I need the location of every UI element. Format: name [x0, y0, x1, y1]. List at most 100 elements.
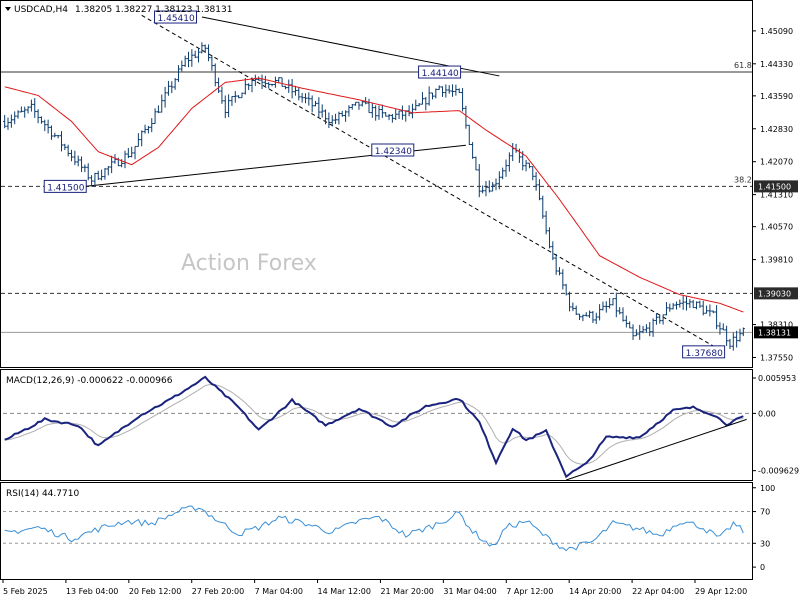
price-bar — [457, 88, 461, 94]
price-bar — [233, 91, 237, 103]
price-bar — [714, 305, 719, 330]
rsi-y-tick-label: 30 — [760, 539, 770, 548]
price-bar — [725, 325, 729, 346]
y-tick-label: 1.45090 — [760, 27, 793, 36]
price-bar — [427, 86, 431, 106]
price-bar — [96, 170, 100, 180]
price-label: 1.37680 — [686, 349, 723, 359]
price-bar — [317, 97, 321, 117]
price-label: 1.42340 — [375, 147, 412, 157]
price-bar — [89, 175, 94, 187]
price-bar — [661, 314, 665, 325]
price-bar — [534, 171, 538, 191]
macd-plot — [3, 375, 752, 481]
price-bar — [333, 113, 338, 125]
price-bar — [110, 155, 114, 174]
price-bar — [460, 88, 465, 112]
price-bar — [360, 100, 364, 107]
price-bar — [644, 324, 649, 333]
price-bar — [674, 301, 679, 310]
price-bar — [79, 156, 84, 173]
price-bar — [76, 155, 80, 167]
price-bar — [564, 283, 568, 296]
price-bar — [123, 150, 127, 169]
price-bar — [678, 299, 682, 308]
price-bar — [547, 227, 552, 249]
x-tick-label: 20 Feb 12:00 — [129, 587, 181, 596]
price-bar — [283, 85, 288, 90]
x-tick-label: 7 Mar 04:00 — [255, 587, 303, 596]
price-bar — [237, 95, 241, 99]
price-bar — [16, 110, 20, 119]
price-bar — [397, 110, 401, 120]
price-bar — [19, 106, 23, 113]
y-tick-label: 1.44330 — [760, 60, 793, 69]
price-bar — [648, 322, 652, 337]
moving-average-line — [4, 77, 744, 313]
y-tick-label: 1.39810 — [760, 256, 793, 265]
price-bar — [29, 99, 34, 112]
price-bar — [99, 169, 104, 181]
dropdown-triangle-icon[interactable] — [5, 7, 11, 11]
price-bar — [93, 172, 97, 187]
price-bar — [608, 298, 612, 309]
price-bar — [444, 84, 448, 98]
x-tick-label: 14 Mar 12:00 — [318, 587, 371, 596]
price-bar — [584, 312, 588, 317]
rsi-line — [4, 505, 744, 552]
price-label: 1.41500 — [47, 183, 84, 193]
price-bar — [708, 304, 712, 317]
x-tick-label: 29 Apr 12:00 — [695, 587, 747, 596]
price-bar — [380, 104, 384, 118]
price-bar — [387, 113, 391, 121]
price-bar — [196, 48, 201, 63]
price-bar — [390, 113, 394, 123]
price-bar — [587, 310, 592, 318]
price-bar — [133, 145, 137, 160]
price-label: 1.44140 — [422, 69, 459, 79]
price-bar — [200, 42, 204, 54]
price-bar — [494, 178, 498, 191]
price-bar — [594, 312, 598, 324]
price-bar — [574, 305, 578, 316]
price-bar — [103, 167, 107, 180]
price-bar — [364, 97, 368, 105]
y-tick-label: 1.37550 — [760, 353, 793, 362]
price-bar — [140, 130, 144, 147]
price-bar — [163, 86, 167, 108]
axis-price-tag: 1.41500 — [758, 182, 791, 191]
price-bar — [213, 63, 217, 87]
price-bar — [370, 103, 374, 118]
axis-price-tag-bg — [754, 180, 798, 193]
price-bar — [651, 318, 655, 337]
price-bar — [9, 114, 13, 128]
axes: 1.45090 1.44330 1.43590 1.42830 1.42070 1.413… — [2, 27, 799, 596]
price-label-box — [154, 10, 198, 24]
price-bar — [701, 300, 705, 316]
price-bar — [384, 112, 388, 117]
price-bar — [230, 95, 234, 106]
y-tick-label: 1.38310 — [760, 321, 793, 330]
price-bar — [343, 110, 348, 122]
axis-price-tag-bg — [754, 326, 798, 339]
fib-level-label: 38.2 — [734, 175, 752, 184]
price-bar — [354, 101, 358, 106]
price-bar — [541, 195, 545, 219]
price-bar — [313, 100, 318, 107]
price-bar — [598, 304, 602, 321]
rsi-plot — [3, 505, 752, 552]
price-bar — [267, 82, 271, 89]
price-bar — [253, 74, 257, 86]
price-bar — [260, 74, 264, 90]
price-bar — [156, 105, 161, 114]
x-tick-label: 7 Apr 12:00 — [506, 587, 553, 596]
price-bar — [557, 267, 562, 276]
price-bar — [310, 95, 314, 113]
price-bar — [671, 303, 675, 310]
price-bar — [618, 307, 622, 315]
price-bar — [374, 105, 378, 121]
price-bar — [39, 116, 44, 124]
price-bar — [694, 301, 699, 310]
symbol-label: USDCAD,H4 — [14, 5, 68, 15]
